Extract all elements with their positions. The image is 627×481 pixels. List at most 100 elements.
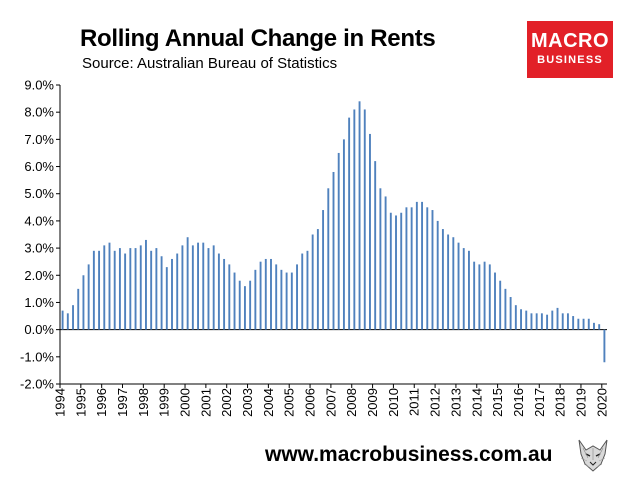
x-tick-label: 2005	[282, 388, 297, 417]
data-bar	[228, 264, 231, 330]
data-bar	[197, 242, 199, 330]
y-tick-label: 2.0%	[24, 268, 54, 283]
data-bar	[431, 210, 434, 330]
x-tick-label: 2007	[323, 388, 338, 417]
data-bar	[598, 324, 601, 330]
data-bar	[363, 109, 366, 330]
data-bar	[217, 253, 220, 330]
x-tick-label: 2013	[448, 388, 463, 417]
x-tick-label: 2001	[198, 388, 213, 417]
x-tick-label: 2014	[469, 388, 484, 417]
data-bar	[353, 109, 356, 330]
data-bar	[296, 264, 298, 330]
data-bar	[238, 280, 241, 330]
data-bar	[441, 229, 444, 330]
data-bar	[462, 248, 465, 330]
x-tick-label: 1999	[157, 388, 172, 417]
data-bar	[587, 318, 590, 330]
data-bar	[98, 250, 101, 330]
y-tick-label: 4.0%	[24, 213, 54, 228]
data-bar	[348, 117, 351, 330]
data-bar	[134, 248, 137, 330]
x-tick-label: 2018	[553, 388, 568, 417]
data-bar	[233, 272, 236, 330]
data-bar	[520, 309, 522, 330]
data-bar	[400, 212, 403, 330]
data-bar	[207, 248, 210, 330]
data-bar	[405, 207, 408, 330]
x-tick-label: 2006	[303, 388, 318, 417]
data-bar	[87, 264, 90, 330]
data-bar	[478, 264, 481, 330]
data-bar	[124, 253, 127, 330]
x-tick-label: 1994	[53, 388, 68, 417]
data-bar	[483, 261, 486, 330]
y-tick-label: 8.0%	[24, 105, 54, 120]
data-bar	[249, 280, 252, 330]
data-bar	[223, 258, 226, 330]
data-bar	[103, 245, 106, 330]
data-bar	[202, 242, 205, 330]
data-bar	[82, 275, 85, 330]
data-bar	[389, 212, 392, 330]
data-bar	[285, 272, 288, 330]
data-bar	[155, 248, 158, 330]
data-bar	[275, 264, 278, 330]
data-bar	[337, 152, 340, 330]
data-bar	[426, 207, 429, 330]
data-bar	[593, 322, 595, 330]
x-tick-label: 2016	[511, 388, 526, 417]
data-bar	[118, 248, 121, 330]
data-bar	[566, 313, 569, 330]
wolf-sketch-icon	[573, 434, 613, 474]
data-bar	[556, 307, 559, 330]
macrobusiness-logo: MACRO BUSINESS	[527, 21, 613, 78]
data-bar	[452, 237, 455, 330]
data-bar	[176, 253, 179, 330]
x-tick-label: 2003	[240, 388, 255, 417]
data-bar	[145, 239, 147, 330]
data-bar	[358, 101, 361, 330]
x-tick-label: 2002	[219, 388, 234, 417]
data-bar	[603, 329, 606, 363]
x-tick-label: 2017	[532, 388, 547, 417]
data-bar	[108, 242, 111, 330]
data-bar	[61, 310, 64, 330]
data-bar	[212, 245, 215, 330]
data-bar	[243, 286, 246, 330]
data-bar	[374, 161, 377, 330]
data-bar	[181, 245, 184, 330]
data-bar	[301, 253, 304, 330]
data-bar	[129, 248, 132, 330]
data-bar	[150, 250, 153, 330]
data-bar	[290, 272, 293, 330]
x-tick-label: 1998	[136, 388, 151, 417]
data-bar	[160, 256, 163, 330]
chart-title: Rolling Annual Change in Rents	[80, 25, 436, 52]
data-bar	[259, 261, 262, 330]
data-bar	[410, 207, 413, 330]
x-tick-label: 2009	[365, 388, 380, 417]
data-bar	[457, 242, 460, 330]
data-bar	[327, 188, 330, 330]
data-bar	[66, 313, 69, 330]
x-tick-label: 2020	[594, 388, 609, 417]
data-bar	[332, 171, 335, 330]
data-bar	[384, 196, 387, 330]
data-bar	[306, 250, 309, 330]
y-tick-label: 3.0%	[24, 241, 54, 256]
data-bar	[504, 288, 507, 330]
data-bar	[473, 261, 476, 330]
data-bar	[436, 220, 439, 330]
data-bar	[270, 258, 272, 330]
y-tick-label: 1.0%	[24, 295, 54, 310]
data-bar	[415, 201, 418, 330]
data-bar	[311, 234, 314, 330]
data-bar	[551, 310, 554, 330]
y-tick-label: 6.0%	[24, 159, 54, 174]
data-bar	[139, 245, 142, 330]
x-tick-label: 1995	[73, 388, 88, 417]
data-bar	[572, 316, 575, 330]
data-bar	[171, 258, 173, 330]
data-bar	[468, 250, 470, 330]
